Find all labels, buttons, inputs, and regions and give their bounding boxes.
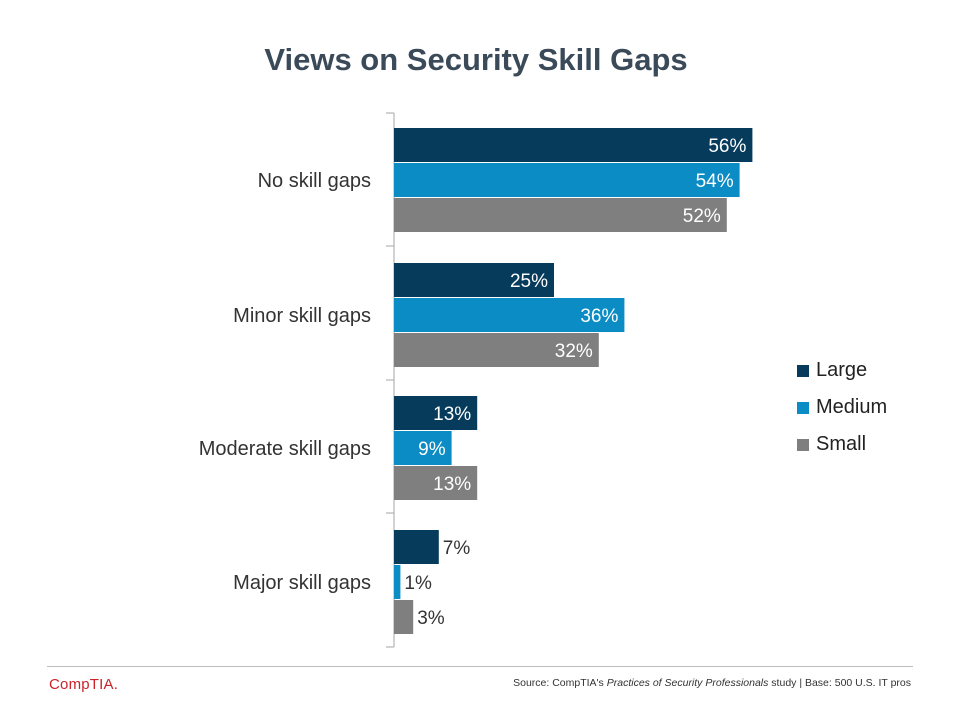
data-label: 25%	[510, 271, 548, 292]
data-label: 56%	[708, 136, 746, 157]
source-suffix: study | Base: 500 U.S. IT pros	[768, 677, 911, 689]
bar-medium	[394, 565, 401, 599]
legend-label-small: Small	[816, 433, 867, 455]
legend-swatch-small	[797, 438, 809, 451]
bar-small	[394, 198, 727, 232]
legend-label-medium: Medium	[816, 396, 888, 418]
data-label: 3%	[417, 608, 445, 629]
bar-large	[394, 396, 478, 430]
category-label: No skill gaps	[258, 170, 371, 192]
data-label: 32%	[555, 341, 593, 362]
chart-title: Views on Security Skill Gaps	[264, 42, 688, 77]
bar-large	[394, 263, 554, 297]
category-label: Major skill gaps	[233, 572, 371, 594]
data-label: 36%	[580, 306, 618, 327]
chart-legend: Large Medium Small	[797, 352, 887, 463]
legend-item-large: Large	[797, 352, 887, 389]
data-label: 9%	[418, 439, 446, 460]
bar-medium	[394, 431, 452, 465]
data-label: 1%	[404, 573, 432, 594]
bar-medium	[394, 298, 625, 332]
bar-small	[394, 466, 478, 500]
category-label: Moderate skill gaps	[199, 438, 371, 460]
source-prefix: Source: CompTIA's	[513, 677, 607, 689]
category-label: Minor skill gaps	[233, 305, 371, 327]
legend-item-small: Small	[797, 426, 887, 463]
data-label: 52%	[683, 206, 721, 227]
legend-item-medium: Medium	[797, 389, 887, 426]
source-study: Practices of Security Professionals	[606, 677, 769, 689]
legend-swatch-large	[797, 364, 809, 377]
bar-large	[394, 530, 439, 564]
source-note: Source: CompTIA's Practices of Security …	[513, 677, 911, 689]
bar-small	[394, 600, 414, 634]
data-label: 7%	[443, 538, 471, 559]
bar-small	[394, 333, 599, 367]
bar-medium	[394, 163, 740, 197]
footer-divider	[47, 666, 913, 667]
data-label: 13%	[433, 474, 471, 495]
legend-label-large: Large	[816, 359, 868, 381]
comptia-logo: CompTIA.	[49, 676, 119, 693]
bar-large	[394, 128, 753, 162]
data-label: 54%	[696, 171, 734, 192]
legend-swatch-medium	[797, 401, 809, 414]
data-label: 13%	[433, 404, 471, 425]
